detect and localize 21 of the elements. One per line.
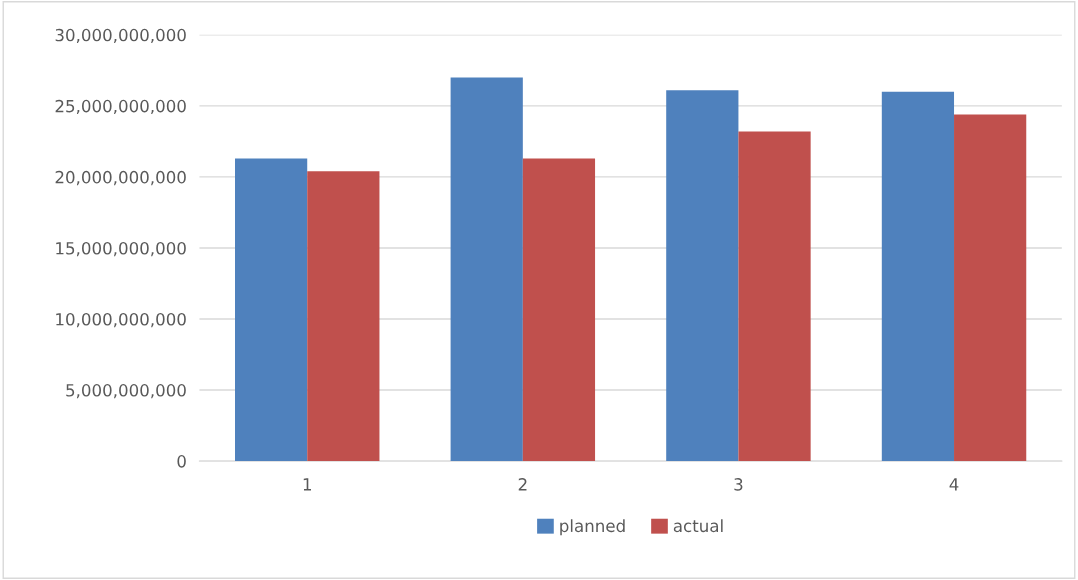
y-tick-label: 0 xyxy=(177,455,186,468)
bar xyxy=(235,158,308,462)
x-tick-label: 2 xyxy=(518,478,527,491)
y-tick-label: 20,000,000,000 xyxy=(55,170,186,186)
bar xyxy=(666,90,739,462)
legend-label: planned xyxy=(560,519,625,536)
bar xyxy=(738,131,811,462)
legend-label: actual xyxy=(673,519,723,533)
x-tick-label: 1 xyxy=(303,478,311,491)
y-tick-label: 10,000,000,000 xyxy=(56,312,186,328)
bar xyxy=(450,77,523,462)
bar xyxy=(881,91,955,462)
y-tick-label: 25,000,000,000 xyxy=(55,99,186,115)
y-tick-label: 30,000,000,000 xyxy=(55,28,186,44)
bar xyxy=(954,114,1027,462)
y-tick-label: 15,000,000,000 xyxy=(56,241,186,257)
x-tick-label: 4 xyxy=(949,478,959,491)
bar xyxy=(522,158,596,462)
y-tick-label: 5,000,000,000 xyxy=(66,384,186,399)
x-tick-label: 3 xyxy=(734,478,743,491)
bar xyxy=(307,171,380,462)
